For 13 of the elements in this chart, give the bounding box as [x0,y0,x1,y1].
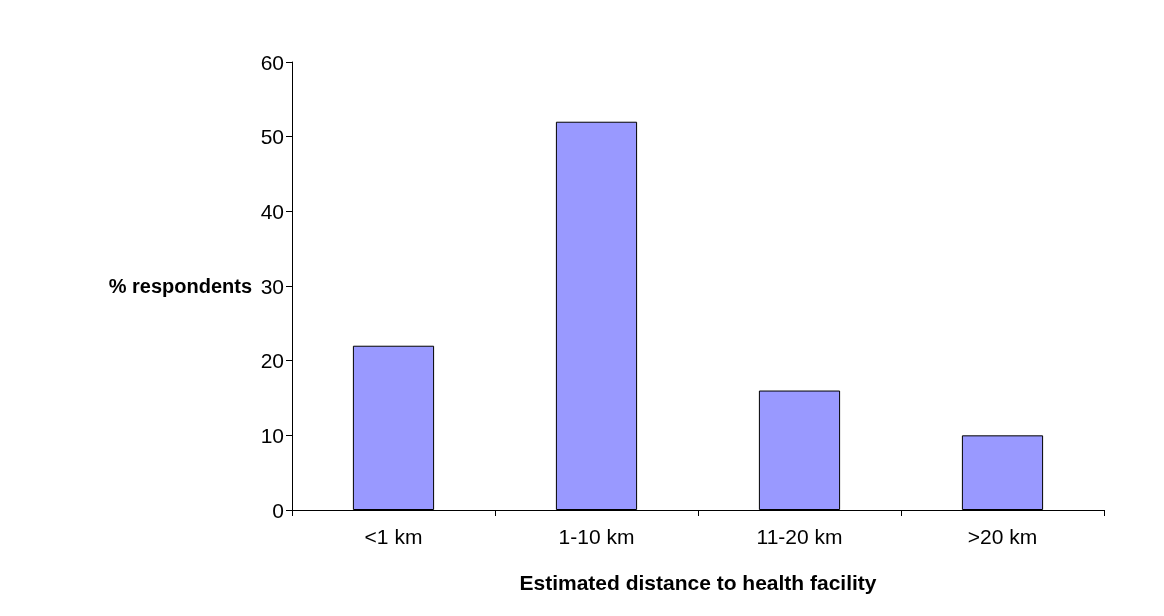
x-tick-label: 11-20 km [756,525,843,548]
x-axis-title: Estimated distance to health facility [519,571,877,594]
x-tick-label: 1-10 km [558,525,635,548]
y-tick-label: 30 [260,274,284,298]
y-tick-label: 0 [272,498,284,522]
y-axis-title: % respondents [108,275,252,297]
y-tick-label: 50 [260,125,284,149]
x-tick-label: >20 km [967,525,1038,548]
y-tick-label: 20 [260,349,284,373]
y-tick-label: 40 [260,199,284,223]
y-tick-label: 60 [260,50,284,74]
y-tick-label: 10 [260,423,284,447]
x-tick-label: <1 km [364,525,423,548]
